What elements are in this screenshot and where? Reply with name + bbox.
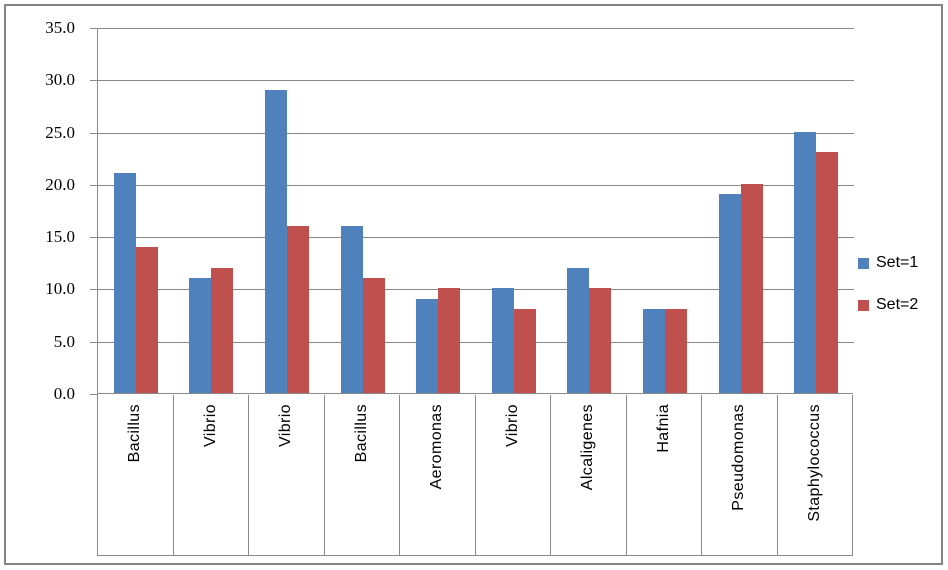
y-axis-tick [90,394,98,395]
y-axis-tick [90,185,98,186]
bar-set2-vibrio [211,268,233,393]
y-axis-tick [90,342,98,343]
category-cell: Vibrio [476,395,551,555]
bar-set2-vibrio [287,226,309,393]
legend: Set=1 Set=2 [858,254,918,314]
category-label: Vibrio [277,404,295,448]
category-label: Vibrio [503,404,521,448]
bar-set2-pseudomonas [741,184,763,393]
plot-area [90,28,854,395]
legend-swatch-set2-icon [858,299,869,311]
category-cell: Pseudomonas [702,395,778,555]
bar-set1-vibrio [189,278,211,393]
x-axis-category-area: Bacillus Vibrio Vibrio Bacillus Aeromonas Vib… [97,395,853,556]
legend-entry-set2: Set=2 [858,296,918,314]
category-cell: Bacillus [98,395,174,555]
category-label: Staphylococcus [805,404,823,522]
bar-set1-hafnia [643,309,665,393]
chart-frame-border [4,4,943,565]
y-axis-tick-label: 15.0 [45,227,75,246]
y-axis-tick [90,133,98,134]
category-label: Aeromonas [428,404,446,490]
bar-set1-vibrio [265,90,287,393]
y-axis-tick [90,28,98,29]
legend-label-set1: Set=1 [876,254,919,271]
y-axis-tick [90,289,98,290]
bar-set1-vibrio [492,288,514,393]
category-cell: Staphylococcus [778,395,853,555]
category-cell: Vibrio [174,395,249,555]
gridline [98,289,854,290]
category-cell: Vibrio [249,395,325,555]
bar-set2-bacillus [363,278,385,393]
gridline [98,185,854,186]
gridline [98,80,854,81]
y-axis-tick-label: 25.0 [45,123,75,142]
bar-set2-alcaligenes [589,288,611,393]
category-label: Alcaligenes [579,404,597,491]
bar-set2-aeromonas [438,288,460,393]
legend-entry-set1: Set=1 [858,254,918,272]
bar-set1-pseudomonas [719,194,741,393]
category-label: Hafnia [654,404,672,453]
bar-set1-staphylococcus [794,132,816,393]
gridline [98,342,854,343]
y-axis-tick-label: 35.0 [45,18,75,37]
category-cell: Bacillus [325,395,400,555]
y-axis-tick-label: 10.0 [45,279,75,298]
bar-set2-staphylococcus [816,152,838,393]
y-axis-labels: 35.0 30.0 25.0 20.0 15.0 10.0 5.0 0.0 [0,18,86,403]
y-axis-tick-label: 5.0 [53,332,75,351]
bar-set1-aeromonas [416,299,438,393]
y-axis-tick-label: 0.0 [53,384,75,403]
category-label: Bacillus [126,404,144,463]
legend-label-set2: Set=2 [876,296,919,313]
category-label: Bacillus [352,404,370,463]
bar-set1-bacillus [341,226,363,393]
legend-swatch-set1-icon [858,257,869,269]
y-axis-tick [90,237,98,238]
bar-set2-hafnia [665,309,687,393]
y-axis-tick [90,80,98,81]
gridline [98,237,854,238]
bar-set1-bacillus [114,173,136,393]
category-label: Pseudomonas [730,404,748,511]
category-cell: Alcaligenes [551,395,627,555]
category-cell: Hafnia [627,395,702,555]
bar-set2-vibrio [514,309,536,393]
y-axis-tick-label: 20.0 [45,175,75,194]
gridline [98,133,854,134]
category-cell: Aeromonas [400,395,476,555]
y-axis-tick-label: 30.0 [45,70,75,89]
category-label: Vibrio [201,404,219,448]
bar-set1-alcaligenes [567,268,589,393]
gridline [98,28,854,29]
bar-set2-bacillus [136,247,158,393]
